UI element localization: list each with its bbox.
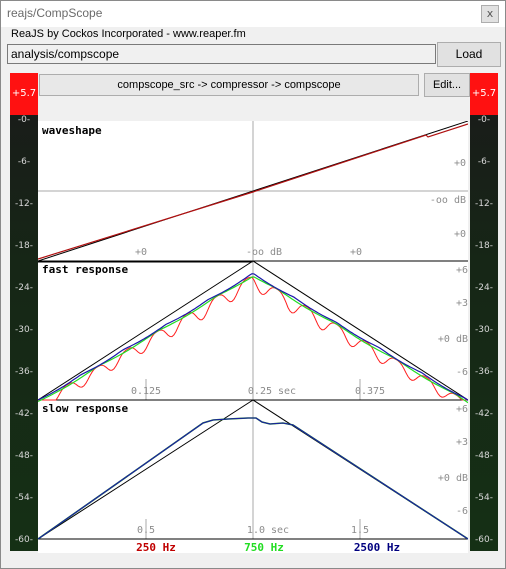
meter-tick-label: -24- (475, 283, 493, 293)
meter-tick-label: -54- (15, 493, 33, 503)
meter-tick-label: -30- (475, 325, 493, 335)
fast-bottom-label: 0.25 sec (248, 386, 296, 397)
waveshape-bottom-label: -oo dB (246, 247, 282, 258)
slow-response-2500-trace (38, 417, 468, 540)
slow-right-label: +3 (456, 437, 468, 448)
meter-tick-label: -54- (475, 493, 493, 503)
waveshape-curve (38, 123, 468, 260)
fast-response-2500-trace (38, 273, 468, 401)
scope-display: waveshape +0 -oo dB +0 +0 -oo dB +0 fast… (38, 121, 468, 553)
waveshape-title: waveshape (42, 124, 102, 137)
waveshape-right-label: -oo dB (430, 195, 466, 206)
peak-indicator[interactable]: +5.7 (470, 73, 498, 115)
waveshape-right-label: +0 (454, 229, 466, 240)
meter-tick-label: -6- (477, 157, 491, 167)
input-level-meter: +5.7 -0- -6- -12- -18- -24- -30- -36- -42- -48- -… (10, 73, 38, 551)
output-level-meter: +5.7 -0- -6- -12- -18- -24- -30- -36- -42- -48- -… (470, 73, 498, 551)
slow-right-label: +0 dB (438, 473, 468, 484)
fast-right-label: +6 (456, 265, 468, 276)
meter-tick-label: -60- (15, 535, 33, 545)
slow-response-panel: slow response +6 +3 +0 dB -6 0.5 1.0 sec… (38, 399, 468, 540)
meter-tick-label: -0- (17, 115, 31, 125)
slow-bottom-label: 1.5 (351, 525, 369, 536)
peak-value: +5.7 (11, 88, 37, 99)
close-icon[interactable]: x (481, 5, 499, 23)
slow-bottom-label: 1.0 sec (247, 525, 289, 536)
fast-right-label: +0 dB (438, 334, 468, 345)
meter-tick-label: -42- (15, 409, 33, 419)
meter-tick-label: -42- (475, 409, 493, 419)
script-path-field[interactable]: analysis/compscope (7, 44, 436, 64)
legend-item: 750 Hz (244, 541, 284, 553)
load-button[interactable]: Load (437, 42, 501, 67)
edit-button[interactable]: Edit... (424, 73, 470, 97)
peak-value: +5.7 (471, 88, 497, 99)
meter-tick-label: -48- (475, 451, 493, 461)
meter-tick-label: -36- (15, 367, 33, 377)
title-bar[interactable]: reajs/CompScope x (1, 1, 505, 27)
routing-chain-label: compscope_src -> compressor -> compscope (39, 74, 419, 96)
legend-item: 250 Hz (136, 541, 176, 553)
frequency-legend: 250 Hz 750 Hz 2500 Hz (136, 541, 400, 553)
legend-item: 2500 Hz (354, 541, 400, 553)
meter-tick-label: -12- (15, 199, 33, 209)
slow-bottom-label: 0.5 (137, 525, 155, 536)
meter-tick-label: -30- (15, 325, 33, 335)
meter-tick-label: -48- (15, 451, 33, 461)
meter-tick-label: -24- (15, 283, 33, 293)
meter-tick-label: -0- (477, 115, 491, 125)
peak-indicator[interactable]: +5.7 (10, 73, 38, 115)
waveshape-bottom-label: +0 (350, 247, 362, 258)
fast-right-label: -6 (456, 367, 468, 378)
meter-tick-label: -6- (17, 157, 31, 167)
fast-response-traces (38, 273, 468, 404)
meter-tick-label: -18- (475, 241, 493, 251)
slow-right-label: +6 (456, 404, 468, 415)
fast-response-title: fast response (42, 263, 128, 276)
fast-response-panel: fast response +6 +3 +0 dB -6 0.125 0.25 … (38, 260, 468, 404)
waveshape-bottom-label: +0 (135, 247, 147, 258)
slow-right-label: -6 (456, 506, 468, 517)
window-title: reajs/CompScope (7, 6, 103, 20)
meter-tick-label: -12- (475, 199, 493, 209)
slow-response-title: slow response (42, 402, 128, 415)
fast-bottom-label: 0.125 (131, 386, 161, 397)
fast-right-label: +3 (456, 298, 468, 309)
meter-tick-label: -60- (475, 535, 493, 545)
fx-description: ReaJS by Cockos Incorporated - www.reape… (11, 28, 246, 40)
meter-tick-label: -36- (475, 367, 493, 377)
waveshape-right-label: +0 (454, 158, 466, 169)
fast-bottom-label: 0.375 (355, 386, 385, 397)
meter-tick-label: -18- (15, 241, 33, 251)
